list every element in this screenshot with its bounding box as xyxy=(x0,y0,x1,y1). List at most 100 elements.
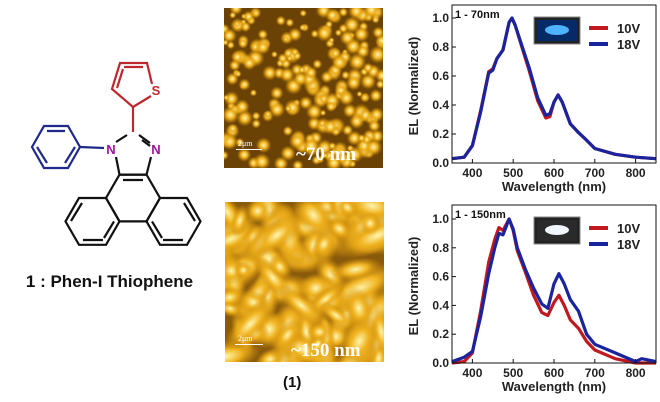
afm-grain xyxy=(252,9,261,18)
afm-grain xyxy=(271,50,278,58)
y-tick-label: 0.2 xyxy=(432,127,449,141)
x-tick-label: 600 xyxy=(544,166,564,180)
afm-grain xyxy=(227,123,238,134)
afm-grain xyxy=(347,8,365,20)
afm-grain xyxy=(358,108,373,123)
scale-bar-label: 2μm xyxy=(238,139,253,148)
afm-topography xyxy=(224,8,383,168)
afm-grain xyxy=(368,45,383,64)
legend-label: 18V xyxy=(617,237,640,252)
afm-grain xyxy=(311,155,322,166)
x-tick-label: 700 xyxy=(585,166,605,180)
afm-grain xyxy=(225,339,262,362)
afm-grain xyxy=(279,66,295,83)
afm-grain xyxy=(304,66,318,80)
afm-grain xyxy=(338,90,355,106)
afm-grain xyxy=(275,15,286,26)
scale-bar xyxy=(236,149,262,150)
afm-grain xyxy=(367,119,381,133)
x-tick-label: 400 xyxy=(462,366,482,380)
afm-grain xyxy=(224,94,230,101)
afm-grain xyxy=(360,93,369,102)
afm-grain xyxy=(336,212,384,259)
el-spectrum-chart-150nm: 400 500 600 700 800 0.0 0.2 0.4 0.6 0.8 1.0 Wavelen… xyxy=(406,204,657,394)
afm-grain xyxy=(284,99,302,117)
afm-grain xyxy=(328,37,335,44)
legend-label: 10V xyxy=(617,221,640,236)
afm-grain xyxy=(299,9,307,17)
afm-grain xyxy=(338,8,349,17)
afm-image-70nm: 2μm ~70 nm xyxy=(224,8,383,168)
afm-grain xyxy=(319,109,327,117)
afm-grain xyxy=(268,254,292,279)
afm-grain xyxy=(356,91,363,98)
afm-grain xyxy=(325,101,337,112)
y-tick-label: 0.6 xyxy=(432,270,449,284)
afm-grain xyxy=(251,111,261,121)
afm-grain xyxy=(229,11,237,19)
afm-grain xyxy=(249,89,258,97)
afm-grain xyxy=(315,24,333,42)
series-line-18V xyxy=(451,16,657,161)
afm-grain xyxy=(251,213,303,257)
afm-grain xyxy=(225,286,245,309)
afm-grain xyxy=(285,18,295,28)
afm-grain xyxy=(362,62,374,74)
afm-grain xyxy=(298,66,306,74)
afm-grain xyxy=(339,29,356,46)
sulfur-atom-label: S xyxy=(152,83,161,98)
afm-grain xyxy=(325,8,340,23)
nitrogen-atom-label: N xyxy=(106,142,115,157)
afm-grain xyxy=(348,52,367,71)
x-tick-label: 700 xyxy=(585,366,605,380)
afm-grain xyxy=(253,153,271,168)
film-thickness-label: ~150 nm xyxy=(291,340,361,361)
afm-grain xyxy=(277,53,289,64)
afm-grain xyxy=(328,141,337,151)
y-axis-label: EL (Normalized) xyxy=(406,37,421,136)
afm-grain xyxy=(369,89,383,103)
afm-grain xyxy=(369,107,383,123)
afm-grain xyxy=(242,55,257,71)
emission-glow xyxy=(545,25,569,35)
afm-grain xyxy=(318,301,354,330)
afm-grain xyxy=(336,202,359,218)
afm-grain xyxy=(225,221,260,257)
y-tick-label: 0.6 xyxy=(432,69,449,83)
afm-grain xyxy=(255,39,271,55)
afm-grain xyxy=(325,20,334,29)
y-tick-label: 0.2 xyxy=(432,327,449,341)
legend-label: 18V xyxy=(617,37,640,52)
afm-grain xyxy=(234,261,253,279)
afm-grain xyxy=(320,70,334,84)
afm-grain xyxy=(372,26,383,39)
afm-grain xyxy=(230,204,250,237)
afm-grain xyxy=(292,202,335,237)
afm-grain xyxy=(364,138,383,156)
afm-grain xyxy=(312,229,336,259)
panel-label: (1) xyxy=(283,374,302,391)
film-thickness-label: ~70 nm xyxy=(296,144,357,165)
afm-grain xyxy=(370,305,384,359)
afm-grain xyxy=(302,137,320,155)
afm-grain xyxy=(270,86,284,100)
afm-grain xyxy=(224,150,229,161)
emission-glow xyxy=(545,225,569,235)
afm-grain xyxy=(375,79,383,89)
afm-grain xyxy=(237,147,252,162)
afm-grain xyxy=(277,284,325,326)
afm-grain xyxy=(346,130,362,146)
afm-grain xyxy=(292,159,304,168)
x-tick-label: 400 xyxy=(462,166,482,180)
afm-grain xyxy=(357,133,366,143)
series-line-10V xyxy=(451,217,656,365)
series-line-18V xyxy=(451,217,657,364)
afm-grain xyxy=(307,321,332,343)
el-spectrum-chart-70nm: 400 500 600 700 800 0.0 0.2 0.4 0.6 0.8 1.0 Wavelen… xyxy=(406,4,657,194)
scale-bar xyxy=(235,344,263,345)
afm-grain xyxy=(291,48,299,57)
y-tick-label: 0.0 xyxy=(432,356,449,370)
afm-grain xyxy=(257,29,268,40)
afm-grain xyxy=(298,96,313,110)
afm-grain xyxy=(226,40,235,50)
